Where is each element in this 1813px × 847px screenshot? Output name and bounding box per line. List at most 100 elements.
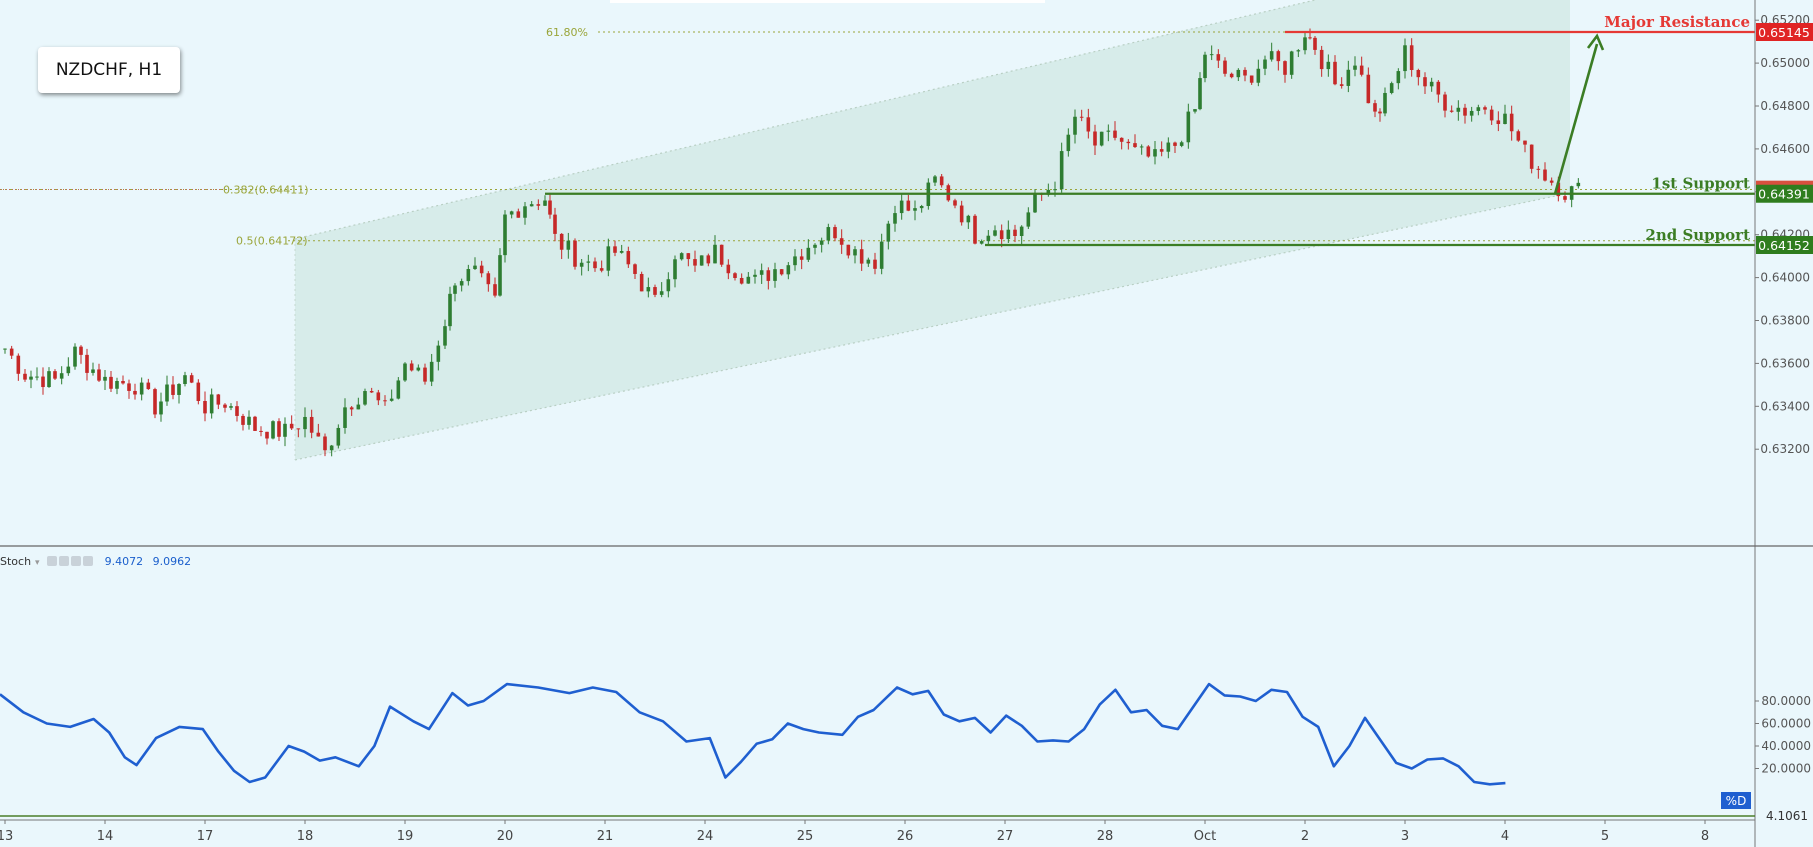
candle-body xyxy=(1113,130,1117,138)
candle-body xyxy=(1053,189,1057,191)
candle-body xyxy=(1243,69,1247,76)
candle-body xyxy=(1456,107,1461,112)
candle-body xyxy=(1059,151,1064,190)
candle-body xyxy=(1389,83,1394,93)
time-axis-label: 3 xyxy=(1401,829,1409,844)
candle-body xyxy=(127,383,131,391)
candle-body xyxy=(171,384,175,395)
candle-body xyxy=(443,326,447,346)
candle-body xyxy=(899,200,904,214)
projection-arrow-shaft xyxy=(1553,43,1599,195)
candle-body xyxy=(3,348,7,350)
candle-body xyxy=(1159,149,1164,152)
price-tag-label: 0.64391 xyxy=(1758,187,1810,202)
fib-level-label: 0.5(0.64172) xyxy=(236,235,308,248)
candle-body xyxy=(216,394,221,405)
candle-body xyxy=(933,176,937,183)
stoch-k-value: 9.4072 xyxy=(104,555,144,568)
candle-body xyxy=(396,380,401,399)
candle-body xyxy=(241,415,245,425)
candle-body xyxy=(133,390,137,395)
candle-body xyxy=(719,244,724,265)
level-label: Major Resistance xyxy=(1604,13,1750,31)
candle-body xyxy=(1153,149,1157,157)
time-axis-label: 26 xyxy=(897,829,914,844)
candle-body xyxy=(1066,134,1071,152)
stoch-axis-label: 60.0000 xyxy=(1761,717,1811,731)
candle-body xyxy=(819,240,824,245)
candle-body xyxy=(806,247,811,260)
dropdown-icon[interactable]: ▾ xyxy=(35,558,40,568)
candle-body xyxy=(1483,107,1487,110)
candle-body xyxy=(423,367,427,382)
stoch-axis-label: 80.0000 xyxy=(1761,694,1811,708)
candle-body xyxy=(619,251,624,253)
candle-body xyxy=(459,281,464,286)
candle-body xyxy=(879,241,884,269)
candle-body xyxy=(1026,212,1031,227)
candle-body xyxy=(1166,142,1171,152)
candle-body xyxy=(35,376,39,378)
stoch-axis-label: 20.0000 xyxy=(1761,762,1811,776)
candle-body xyxy=(866,259,871,264)
candle-body xyxy=(673,259,677,280)
candle-body xyxy=(409,363,414,371)
candle-body xyxy=(389,398,394,401)
candle-body xyxy=(1203,54,1207,79)
candle-body xyxy=(1463,107,1467,116)
price-axis-label: 0.65000 xyxy=(1760,56,1810,70)
candle-body xyxy=(553,214,557,234)
price-axis-label: 0.63400 xyxy=(1760,399,1810,413)
candle-body xyxy=(16,355,21,374)
indicator-buttons[interactable] xyxy=(47,555,95,569)
candle-body xyxy=(59,373,64,379)
candle-body xyxy=(115,380,119,389)
candle-body xyxy=(1516,131,1521,141)
candle-body xyxy=(536,204,541,206)
candle-body xyxy=(183,375,187,385)
candle-body xyxy=(1313,37,1317,50)
candle-body xyxy=(1319,49,1324,70)
candle-body xyxy=(1403,45,1407,72)
candle-body xyxy=(1296,50,1301,52)
candle-body xyxy=(253,416,257,431)
candle-body xyxy=(646,287,651,292)
candle-body xyxy=(479,265,484,274)
candle-body xyxy=(73,346,77,367)
candle-body xyxy=(759,270,764,275)
candle-body xyxy=(779,269,784,275)
candle-body xyxy=(1198,78,1202,110)
candle-body xyxy=(599,268,604,271)
candle-body xyxy=(323,436,327,451)
time-axis-label: 13 xyxy=(0,829,13,844)
candle-body xyxy=(303,416,307,430)
level-label: 2nd Support xyxy=(1645,226,1750,244)
candle-body xyxy=(1429,81,1434,87)
time-axis-label: 24 xyxy=(697,829,714,844)
candle-body xyxy=(1576,182,1581,187)
candle-body xyxy=(548,200,552,215)
candle-body xyxy=(1469,110,1474,116)
time-axis-label: 28 xyxy=(1097,829,1114,844)
candle-body xyxy=(859,249,864,264)
channel-fill xyxy=(295,0,1570,460)
candle-body xyxy=(416,367,421,371)
candle-body xyxy=(873,259,877,269)
candle-body xyxy=(189,375,194,383)
time-axis-label: Oct xyxy=(1194,829,1216,844)
candle-body xyxy=(29,376,33,380)
candle-body xyxy=(1106,130,1111,132)
candle-body xyxy=(229,406,233,408)
candle-body xyxy=(9,348,14,356)
candle-body xyxy=(739,277,744,284)
candle-body xyxy=(41,376,45,388)
candle-body xyxy=(893,213,897,224)
candle-body xyxy=(403,363,407,381)
candle-body xyxy=(329,445,334,451)
time-axis-label: 19 xyxy=(397,829,414,844)
candle-body xyxy=(1276,51,1281,62)
candle-body xyxy=(586,261,591,263)
candle-body xyxy=(886,223,891,242)
